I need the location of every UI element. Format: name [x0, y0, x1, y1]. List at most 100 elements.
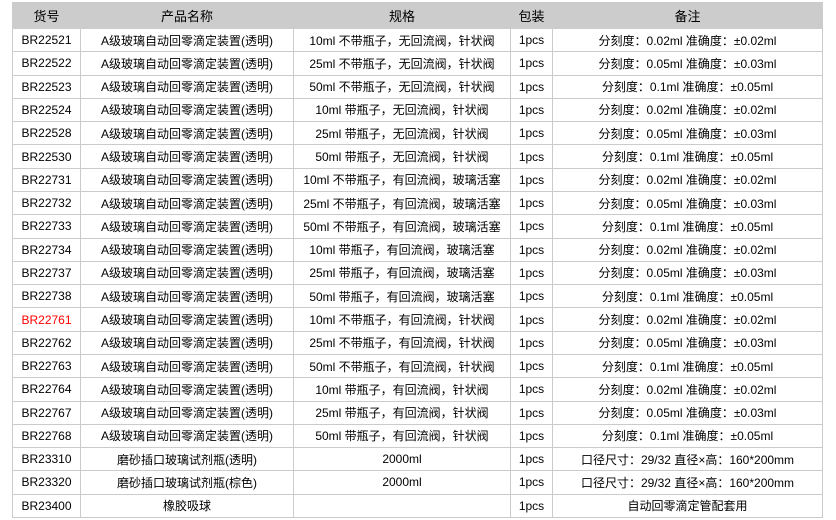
- table-row: BR22522 A级玻璃自动回零滴定装置(透明) 25ml 不带瓶子，无回流阀，针状…: [12, 51, 823, 76]
- cell-spec: 50ml 带瓶子，有回流阀，针状阀: [293, 423, 511, 449]
- cell-spec: 50ml 带瓶子，无回流阀，针状阀: [293, 144, 511, 169]
- cell-remark: 分刻度：0.1ml 准确度：±0.05ml: [552, 214, 823, 239]
- cell-remark: 分刻度：0.02ml 准确度：±0.02ml: [552, 97, 823, 123]
- cell-name: A级玻璃自动回零滴定装置(透明): [80, 144, 294, 169]
- cell-remark: 分刻度：0.02ml 准确度：±0.02ml: [552, 307, 823, 332]
- cell-sku: BR22761: [12, 307, 81, 332]
- cell-pack: 1pcs: [510, 307, 553, 332]
- cell-sku: BR23320: [12, 470, 81, 495]
- table-row: BR22768 A级玻璃自动回零滴定装置(透明) 50ml 带瓶子，有回流阀，针状阀…: [12, 423, 823, 449]
- cell-sku: BR22764: [12, 377, 81, 402]
- table-row: BR22761 A级玻璃自动回零滴定装置(透明) 10ml 不带瓶子，有回流阀，针状…: [12, 307, 823, 332]
- cell-sku: BR22528: [12, 121, 81, 146]
- table-row: BR22764 A级玻璃自动回零滴定装置(透明) 10ml 带瓶子，有回流阀，针状阀…: [12, 377, 823, 402]
- cell-remark: 分刻度：0.02ml 准确度：±0.02ml: [552, 27, 823, 53]
- cell-pack: 1pcs: [510, 470, 553, 495]
- cell-remark: 分刻度：0.1ml 准确度：±0.05ml: [552, 74, 823, 99]
- table-body: BR22521 A级玻璃自动回零滴定装置(透明) 10ml 不带瓶子，无回流阀，针状…: [12, 27, 823, 519]
- col-header-remark: 备注: [552, 2, 823, 29]
- product-table-container: 货号 产品名称 规格 包装 备注 BR22521 A级玻璃自动回零滴定装置(透明) 10ml…: [12, 2, 823, 519]
- cell-name: A级玻璃自动回零滴定装置(透明): [80, 190, 294, 216]
- cell-sku: BR23310: [12, 447, 81, 472]
- cell-remark: 分刻度：0.1ml 准确度：±0.05ml: [552, 144, 823, 169]
- cell-remark: 分刻度：0.1ml 准确度：±0.05ml: [552, 284, 823, 309]
- cell-name: A级玻璃自动回零滴定装置(透明): [80, 237, 294, 262]
- cell-remark: 分刻度：0.02ml 准确度：±0.02ml: [552, 377, 823, 402]
- cell-sku: BR22530: [12, 144, 81, 169]
- cell-spec: 2000ml: [293, 447, 511, 472]
- cell-pack: 1pcs: [510, 260, 553, 286]
- table-row: BR22524 A级玻璃自动回零滴定装置(透明) 10ml 带瓶子，无回流阀，针状阀…: [12, 97, 823, 123]
- cell-remark: 自动回零滴定管配套用: [552, 493, 823, 519]
- table-row: BR22528 A级玻璃自动回零滴定装置(透明) 25ml 带瓶子，无回流阀，针状阀…: [12, 121, 823, 146]
- cell-name: A级玻璃自动回零滴定装置(透明): [80, 423, 294, 449]
- cell-sku: BR22733: [12, 214, 81, 239]
- cell-spec: 50ml 不带瓶子，有回流阀，玻璃活塞: [293, 214, 511, 239]
- table-row: BR22734 A级玻璃自动回零滴定装置(透明) 10ml 带瓶子，有回流阀，玻璃活…: [12, 237, 823, 262]
- cell-spec: 25ml 不带瓶子，无回流阀，针状阀: [293, 51, 511, 76]
- table-row: BR23400 橡胶吸球 1pcs 自动回零滴定管配套用: [12, 493, 823, 519]
- header-row: 货号 产品名称 规格 包装 备注: [12, 2, 823, 29]
- col-header-pack: 包装: [510, 2, 553, 29]
- cell-spec: 10ml 不带瓶子，有回流阀，玻璃活塞: [293, 167, 511, 192]
- cell-name: A级玻璃自动回零滴定装置(透明): [80, 377, 294, 402]
- col-header-name: 产品名称: [80, 2, 294, 29]
- cell-remark: 分刻度：0.05ml 准确度：±0.03ml: [552, 400, 823, 425]
- cell-sku: BR22737: [12, 260, 81, 286]
- cell-name: A级玻璃自动回零滴定装置(透明): [80, 51, 294, 76]
- table-row: BR23310 磨砂插口玻璃试剂瓶(透明) 2000ml 1pcs 口径尺寸：29/32…: [12, 447, 823, 472]
- cell-pack: 1pcs: [510, 190, 553, 216]
- cell-pack: 1pcs: [510, 377, 553, 402]
- cell-sku: BR22732: [12, 190, 81, 216]
- cell-spec: 25ml 不带瓶子，有回流阀，玻璃活塞: [293, 190, 511, 216]
- cell-pack: 1pcs: [510, 330, 553, 355]
- cell-spec: 50ml 不带瓶子，无回流阀，针状阀: [293, 74, 511, 99]
- cell-spec: 50ml 带瓶子，有回流阀，玻璃活塞: [293, 284, 511, 309]
- cell-remark: 分刻度：0.1ml 准确度：±0.05ml: [552, 423, 823, 449]
- cell-pack: 1pcs: [510, 27, 553, 53]
- cell-name: A级玻璃自动回零滴定装置(透明): [80, 400, 294, 425]
- cell-name: A级玻璃自动回零滴定装置(透明): [80, 97, 294, 123]
- cell-sku: BR22522: [12, 51, 81, 76]
- cell-sku: BR22734: [12, 237, 81, 262]
- cell-remark: 分刻度：0.02ml 准确度：±0.02ml: [552, 237, 823, 262]
- cell-spec: 25ml 带瓶子，有回流阀，玻璃活塞: [293, 260, 511, 286]
- cell-name: A级玻璃自动回零滴定装置(透明): [80, 353, 294, 379]
- cell-remark: 口径尺寸：29/32 直径×高：160*200mm: [552, 447, 823, 472]
- cell-pack: 1pcs: [510, 237, 553, 262]
- cell-remark: 分刻度：0.05ml 准确度：±0.03ml: [552, 121, 823, 146]
- col-header-sku: 货号: [12, 2, 81, 29]
- cell-name: 磨砂插口玻璃试剂瓶(透明): [80, 447, 294, 472]
- cell-remark: 分刻度：0.1ml 准确度：±0.05ml: [552, 353, 823, 379]
- cell-name: A级玻璃自动回零滴定装置(透明): [80, 260, 294, 286]
- cell-spec: 10ml 不带瓶子，有回流阀，针状阀: [293, 307, 511, 332]
- cell-pack: 1pcs: [510, 493, 553, 519]
- table-row: BR22762 A级玻璃自动回零滴定装置(透明) 25ml 不带瓶子，有回流阀，针状…: [12, 330, 823, 355]
- cell-spec: 10ml 带瓶子，有回流阀，针状阀: [293, 377, 511, 402]
- cell-pack: 1pcs: [510, 400, 553, 425]
- col-header-spec: 规格: [293, 2, 511, 29]
- cell-pack: 1pcs: [510, 353, 553, 379]
- cell-spec: [293, 493, 511, 519]
- cell-name: 磨砂插口玻璃试剂瓶(棕色): [80, 470, 294, 495]
- cell-spec: 10ml 带瓶子，有回流阀，玻璃活塞: [293, 237, 511, 262]
- cell-sku: BR22762: [12, 330, 81, 355]
- cell-sku: BR22524: [12, 97, 81, 123]
- cell-sku: BR22523: [12, 74, 81, 99]
- table-row: BR22738 A级玻璃自动回零滴定装置(透明) 50ml 带瓶子，有回流阀，玻璃活…: [12, 284, 823, 309]
- cell-pack: 1pcs: [510, 97, 553, 123]
- cell-spec: 25ml 不带瓶子，有回流阀，针状阀: [293, 330, 511, 355]
- cell-remark: 分刻度：0.05ml 准确度：±0.03ml: [552, 260, 823, 286]
- table-row: BR22767 A级玻璃自动回零滴定装置(透明) 25ml 带瓶子，有回流阀，针状阀…: [12, 400, 823, 425]
- cell-name: A级玻璃自动回零滴定装置(透明): [80, 167, 294, 192]
- cell-pack: 1pcs: [510, 167, 553, 192]
- cell-remark: 分刻度：0.05ml 准确度：±0.03ml: [552, 330, 823, 355]
- cell-spec: 2000ml: [293, 470, 511, 495]
- table-row: BR22731 A级玻璃自动回零滴定装置(透明) 10ml 不带瓶子，有回流阀，玻璃…: [12, 167, 823, 192]
- cell-name: A级玻璃自动回零滴定装置(透明): [80, 330, 294, 355]
- table-row: BR22763 A级玻璃自动回零滴定装置(透明) 50ml 不带瓶子，有回流阀，针状…: [12, 353, 823, 379]
- cell-name: A级玻璃自动回零滴定装置(透明): [80, 74, 294, 99]
- cell-name: 橡胶吸球: [80, 493, 294, 519]
- cell-sku: BR22763: [12, 353, 81, 379]
- cell-remark: 口径尺寸：29/32 直径×高：160*200mm: [552, 470, 823, 495]
